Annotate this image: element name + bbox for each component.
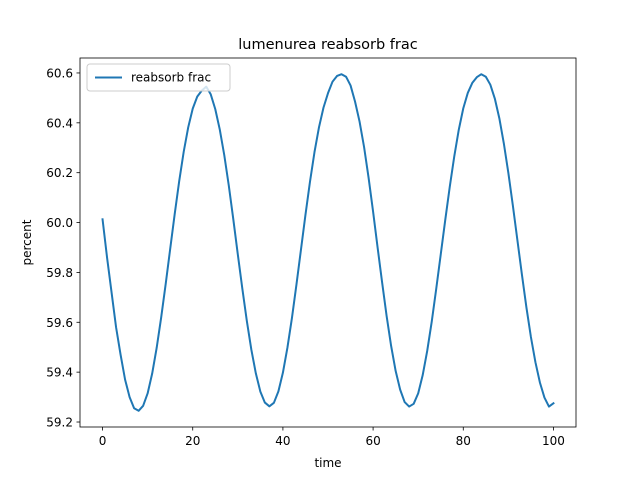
series-line-0 (101, 73, 555, 412)
x-tick-label-3: 60 (365, 434, 380, 448)
y-tick-label-7: 60.6 (46, 66, 73, 80)
y-tick-label-6: 60.4 (46, 116, 73, 130)
legend-label: reabsorb frac (131, 71, 211, 85)
legend: reabsorb frac (86, 63, 231, 92)
x-tick-label-0: 0 (99, 434, 107, 448)
x-tick-label-4: 80 (456, 434, 471, 448)
plot-frame (79, 57, 577, 428)
y-tick-label-1: 59.4 (46, 366, 73, 380)
y-tick-label-5: 60.2 (46, 166, 73, 180)
legend-box (86, 63, 231, 92)
chart-title: lumenurea reabsorb frac (238, 37, 418, 53)
y-tick-label-4: 60.0 (46, 216, 73, 230)
series-layer (101, 73, 555, 412)
x-tick-label-2: 40 (275, 434, 290, 448)
x-axis-label: time (314, 456, 341, 470)
y-tick-label-3: 59.8 (46, 266, 73, 280)
y-tick-label-0: 59.2 (46, 416, 73, 430)
y-tick-label-2: 59.6 (46, 316, 73, 330)
plot-area-background (80, 58, 576, 427)
x-tick-label-1: 20 (185, 434, 200, 448)
x-tick-label-5: 100 (542, 434, 565, 448)
x-axis: 0 20 40 60 80 100 (99, 427, 565, 448)
y-axis-label: percent (20, 219, 34, 265)
y-axis: 59.2 59.4 59.6 59.8 60.0 60.2 60.4 60.6 (46, 66, 80, 430)
